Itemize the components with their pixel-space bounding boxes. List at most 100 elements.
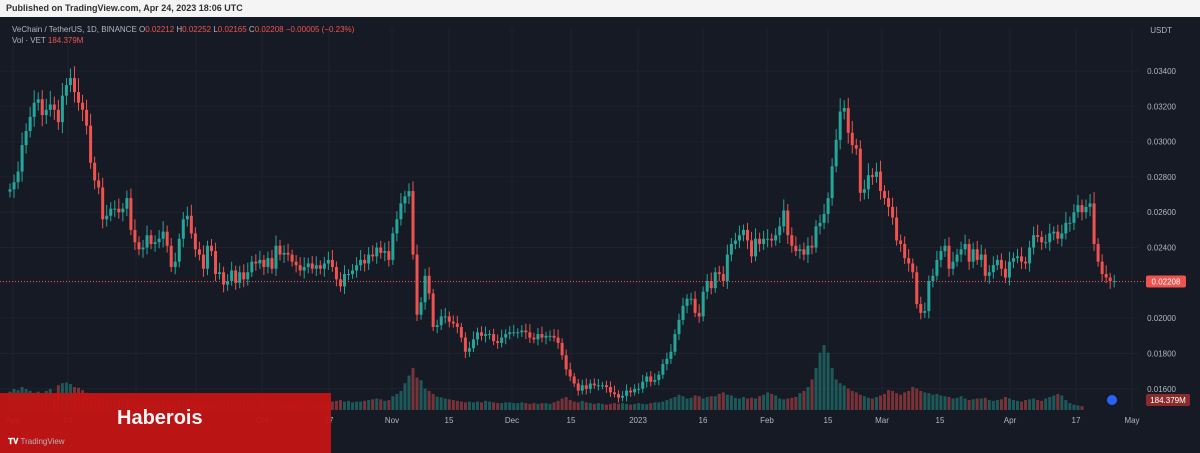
candle-body <box>600 385 604 387</box>
candle-body <box>338 279 342 287</box>
volume-bar <box>383 400 387 410</box>
candle-body <box>157 238 161 243</box>
candle-body <box>838 111 842 140</box>
candle-body <box>512 332 516 334</box>
candle-body <box>737 235 741 241</box>
candle-body <box>1011 258 1015 262</box>
volume-bar <box>395 393 399 410</box>
volume-bar <box>701 398 705 410</box>
volume-bar <box>564 397 568 410</box>
candle-body <box>1100 261 1104 275</box>
volume-bar <box>971 399 975 410</box>
volume-bar <box>1036 400 1040 410</box>
candle-body <box>242 272 246 280</box>
volume-bar <box>939 395 943 410</box>
candle-body <box>238 272 242 283</box>
symbol-title: VeChain / TetherUS, 1D, BINANCE O <box>12 25 146 34</box>
volume-bar <box>999 399 1003 410</box>
candle-body <box>141 247 145 250</box>
candle-body <box>246 272 250 280</box>
volume-bar <box>862 396 866 410</box>
volume-bar <box>1076 405 1080 410</box>
x-tick-label: 17 <box>1072 416 1081 425</box>
volume-bar <box>1048 397 1052 410</box>
candle-body <box>931 275 935 282</box>
candle-body <box>798 249 802 252</box>
candle-body <box>210 245 213 252</box>
candle-body <box>576 383 580 391</box>
symbol-legend-row: VeChain / TetherUS, 1D, BINANCE O0.02212… <box>12 24 354 35</box>
volume-bar <box>798 393 802 410</box>
candle-body <box>878 171 882 192</box>
candle-body <box>915 272 919 305</box>
candle-body <box>532 337 536 340</box>
candle-body <box>274 245 278 269</box>
candle-body <box>363 259 367 264</box>
volume-bar <box>979 398 983 410</box>
volume-bar <box>1016 400 1019 410</box>
volume-bar <box>334 400 338 410</box>
candle-body <box>891 206 895 218</box>
x-tick-label: May <box>1124 416 1139 425</box>
volume-bar <box>887 390 891 410</box>
volume-bar <box>895 393 899 410</box>
x-tick-label: Nov <box>385 416 399 425</box>
volume-bar <box>782 399 786 410</box>
y-tick-label: 0.01600 <box>1147 385 1176 394</box>
volume-bar <box>770 393 774 410</box>
candle-body <box>484 334 488 336</box>
volume-bar <box>1072 404 1076 410</box>
volume-bar <box>685 398 689 410</box>
candle-body <box>1060 233 1064 239</box>
price-chart[interactable]: 0.03400 0.03200 0.03000 0.02800 0.02600 0.024… <box>0 17 1200 453</box>
candle-body <box>347 274 351 276</box>
candle-body <box>794 245 798 252</box>
candle-body <box>971 249 975 262</box>
candle-body <box>870 175 874 177</box>
volume-bar <box>729 395 733 410</box>
volume-bar <box>846 388 850 410</box>
volume-bar <box>608 403 612 410</box>
volume-bar <box>826 352 830 410</box>
candle-body <box>181 219 185 239</box>
volume-bar <box>500 403 504 410</box>
x-tick-label: Mar <box>875 416 889 425</box>
x-tick-label: Feb <box>760 416 774 425</box>
candle-body <box>842 108 846 112</box>
candle-body <box>471 339 475 349</box>
volume-bar <box>625 403 629 410</box>
candle-body <box>983 254 987 276</box>
volume-bar <box>379 399 383 410</box>
volume-bar <box>1068 403 1072 410</box>
volume-legend-row: Vol · VET 184.379M <box>12 35 354 46</box>
close-label: C <box>246 25 255 34</box>
volume-bar <box>492 402 496 410</box>
candle-body <box>427 275 431 294</box>
chart-background <box>0 17 1200 453</box>
candle-body <box>306 263 310 267</box>
candle-body <box>866 175 870 190</box>
volume-bar <box>367 400 371 410</box>
candle-body <box>1003 268 1007 278</box>
close-value: 0.02208 <box>254 25 284 34</box>
candle-body <box>105 215 109 220</box>
volume-bar <box>750 397 754 410</box>
volume-bar <box>431 393 435 410</box>
candle-body <box>802 249 806 255</box>
candle-body <box>496 341 500 343</box>
volume-bar <box>709 396 713 410</box>
x-tick-label: 2023 <box>629 416 647 425</box>
candle-body <box>1052 231 1056 234</box>
candle-body <box>250 261 254 273</box>
volume-bar <box>681 396 685 410</box>
candle-body <box>60 95 64 123</box>
candle-body <box>133 229 137 243</box>
volume-bar <box>1056 393 1060 410</box>
candle-body <box>649 376 653 382</box>
candle-body <box>528 332 532 338</box>
candle-body <box>455 323 459 328</box>
volume-bar <box>411 367 415 410</box>
candle-body <box>645 376 649 382</box>
candle-body <box>431 293 435 328</box>
candle-body <box>733 240 737 245</box>
